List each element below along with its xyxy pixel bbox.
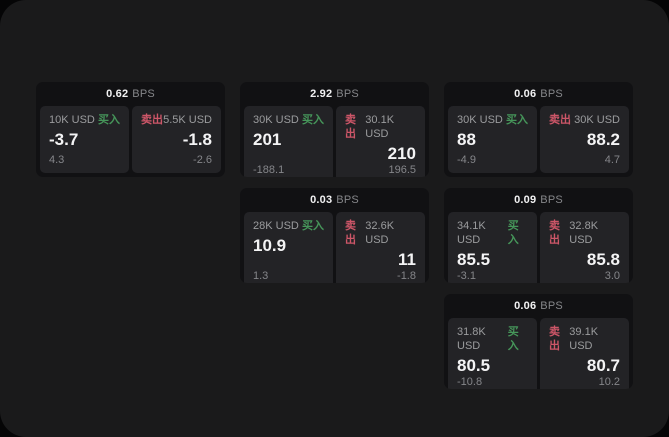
buy-size-label: 28K USD	[253, 220, 299, 232]
quote-card: 2.92 BPS 30K USD 买入 201 -188.1 卖出 30.1K …	[240, 82, 429, 177]
bps-header: 0.06 BPS	[444, 294, 633, 318]
buy-panel[interactable]: 28K USD 买入 10.9 1.3	[244, 212, 333, 283]
buy-delta: 1.3	[253, 270, 269, 282]
sell-panel[interactable]: 卖出 30.1K USD 210 196.5	[336, 106, 425, 177]
buy-tag: 买入	[302, 114, 324, 126]
buy-panel[interactable]: 10K USD 买入 -3.7 4.3	[40, 106, 129, 173]
bps-header: 0.06 BPS	[444, 82, 633, 106]
quote-panels: 30K USD 买入 88 -4.9 卖出 30K USD 88.2 4.7	[444, 106, 633, 177]
sell-price: -1.8	[182, 130, 212, 149]
buy-tag: 买入	[302, 220, 324, 232]
sell-delta: -1.8	[397, 270, 416, 282]
sell-size-label: 5.5K USD	[163, 114, 212, 126]
buy-size-label: 30K USD	[253, 114, 299, 126]
buy-delta: -3.1	[457, 270, 476, 282]
sell-panel[interactable]: 卖出 30K USD 88.2 4.7	[540, 106, 629, 173]
bps-unit-label: BPS	[540, 194, 563, 206]
sell-size-label: 32.8K USD	[569, 220, 599, 246]
buy-panel[interactable]: 31.8K USD 买入 80.5 -10.8	[448, 318, 537, 389]
quote-panels: 31.8K USD 买入 80.5 -10.8 卖出 39.1K USD 80.…	[444, 318, 633, 389]
sell-size-label: 39.1K USD	[569, 326, 599, 352]
sell-price: 11	[398, 250, 416, 269]
sell-size-label: 30K USD	[574, 114, 620, 126]
sell-tag: 卖出	[549, 220, 560, 246]
bps-header: 2.92 BPS	[240, 82, 429, 106]
buy-tag: 买入	[98, 114, 120, 126]
sell-size-label: 30.1K USD	[365, 114, 395, 140]
buy-delta: -10.8	[457, 376, 483, 388]
buy-price: 85.5	[457, 250, 491, 269]
sell-panel[interactable]: 卖出 39.1K USD 80.7 10.2	[540, 318, 629, 389]
bps-unit-label: BPS	[540, 300, 563, 312]
sell-price: 88.2	[586, 130, 620, 149]
sell-price: 210	[387, 144, 416, 163]
bps-value: 0.06	[514, 88, 537, 100]
sell-panel[interactable]: 卖出 32.8K USD 85.8 3.0	[540, 212, 629, 283]
bps-unit-label: BPS	[132, 88, 155, 100]
quote-card: 0.62 BPS 10K USD 买入 -3.7 4.3 卖出 5.5K USD…	[36, 82, 225, 177]
quote-panels: 28K USD 买入 10.9 1.3 卖出 32.6K USD 11 -1.8	[240, 212, 429, 283]
sell-delta: 196.5	[388, 164, 416, 176]
buy-tag: 买入	[507, 220, 519, 246]
buy-delta: 4.3	[49, 154, 65, 166]
sell-tag: 卖出	[549, 326, 560, 352]
buy-panel[interactable]: 30K USD 买入 201 -188.1	[244, 106, 333, 177]
buy-price: -3.7	[49, 130, 79, 149]
buy-panel[interactable]: 30K USD 买入 88 -4.9	[448, 106, 537, 173]
quote-panels: 10K USD 买入 -3.7 4.3 卖出 5.5K USD -1.8 -2.…	[36, 106, 225, 177]
sell-delta: 3.0	[604, 270, 620, 282]
sell-size-label: 32.6K USD	[365, 220, 395, 246]
sell-tag: 卖出	[549, 114, 571, 126]
buy-size-label: 10K USD	[49, 114, 95, 126]
buy-tag: 买入	[507, 326, 519, 352]
sell-delta: -2.6	[193, 154, 212, 166]
bps-unit-label: BPS	[540, 88, 563, 100]
sell-tag: 卖出	[345, 220, 356, 246]
quote-panels: 34.1K USD 买入 85.5 -3.1 卖出 32.8K USD 85.8…	[444, 212, 633, 283]
bps-header: 0.62 BPS	[36, 82, 225, 106]
bps-value: 0.03	[310, 194, 333, 206]
bps-value: 2.92	[310, 88, 333, 100]
bps-header: 0.09 BPS	[444, 188, 633, 212]
sell-tag: 卖出	[345, 114, 356, 140]
buy-panel[interactable]: 34.1K USD 买入 85.5 -3.1	[448, 212, 537, 283]
quote-card: 0.09 BPS 34.1K USD 买入 85.5 -3.1 卖出 32.8K…	[444, 188, 633, 283]
bps-unit-label: BPS	[336, 194, 359, 206]
bps-unit-label: BPS	[336, 88, 359, 100]
bps-header: 0.03 BPS	[240, 188, 429, 212]
buy-size-label: 30K USD	[457, 114, 503, 126]
buy-delta: -4.9	[457, 154, 476, 166]
sell-tag: 卖出	[141, 114, 163, 126]
sell-delta: 10.2	[598, 376, 620, 388]
bps-value: 0.62	[106, 88, 129, 100]
buy-size-label: 34.1K USD	[457, 220, 486, 246]
quote-card: 0.06 BPS 31.8K USD 买入 80.5 -10.8 卖出 39.1…	[444, 294, 633, 389]
sell-delta: 4.7	[604, 154, 620, 166]
quote-card: 0.06 BPS 30K USD 买入 88 -4.9 卖出 30K USD 8…	[444, 82, 633, 177]
bps-value: 0.09	[514, 194, 537, 206]
sell-price: 80.7	[586, 356, 620, 375]
buy-delta: -188.1	[253, 164, 285, 176]
buy-price: 201	[253, 130, 282, 149]
buy-tag: 买入	[506, 114, 528, 126]
sell-panel[interactable]: 卖出 32.6K USD 11 -1.8	[336, 212, 425, 283]
quote-panels: 30K USD 买入 201 -188.1 卖出 30.1K USD 210 1…	[240, 106, 429, 177]
quote-card: 0.03 BPS 28K USD 买入 10.9 1.3 卖出 32.6K US…	[240, 188, 429, 283]
bps-value: 0.06	[514, 300, 537, 312]
sell-panel[interactable]: 卖出 5.5K USD -1.8 -2.6	[132, 106, 221, 173]
buy-price: 80.5	[457, 356, 491, 375]
buy-price: 88	[457, 130, 476, 149]
buy-price: 10.9	[253, 236, 287, 255]
buy-size-label: 31.8K USD	[457, 326, 486, 352]
quote-grid: 0.62 BPS 10K USD 买入 -3.7 4.3 卖出 5.5K USD…	[36, 82, 633, 389]
sell-price: 85.8	[586, 250, 620, 269]
